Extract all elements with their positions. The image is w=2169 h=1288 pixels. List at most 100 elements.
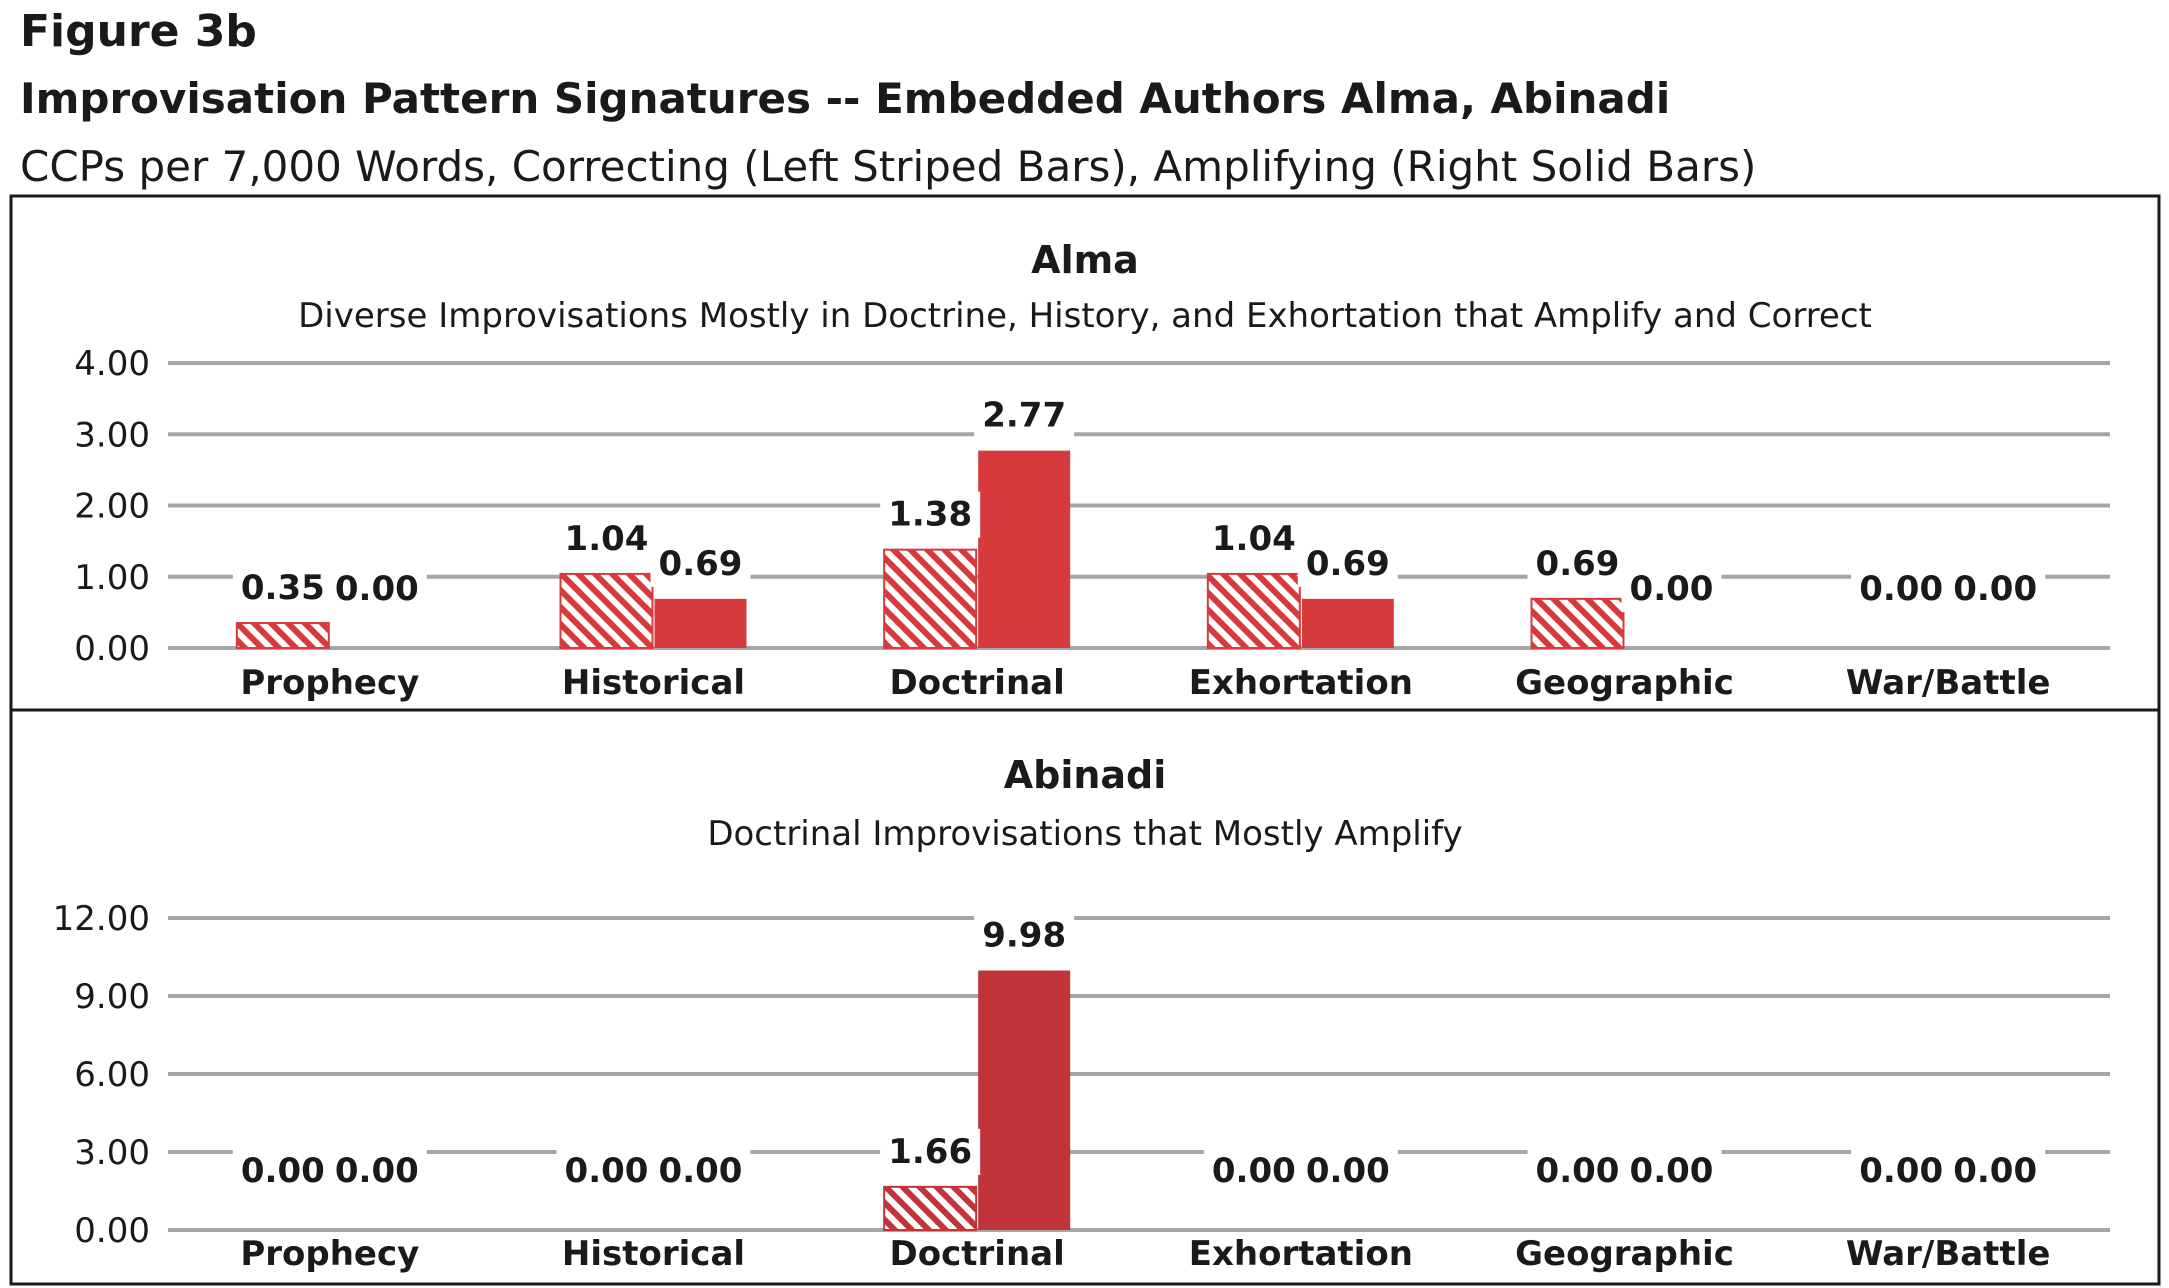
alma-data-label-bg: [1297, 540, 1398, 587]
abinadi-data-label: 0.00: [1630, 1151, 1714, 1191]
alma-correcting-bar: [883, 548, 978, 649]
abinadi-data-label: 0.00: [241, 1151, 325, 1191]
alma-x-tick-label: War/Battle: [1846, 663, 2051, 703]
abinadi-x-tick-label: Historical: [562, 1234, 745, 1274]
abinadi-x-tick-label: War/Battle: [1846, 1234, 2051, 1274]
abinadi-data-label-bg: [880, 1128, 981, 1175]
alma-correcting-bar: [559, 572, 654, 650]
alma-x-tick-label: Exhortation: [1189, 663, 1413, 703]
alma-data-label-bg: [974, 392, 1075, 439]
alma-y-tick-label: 4.00: [74, 344, 150, 384]
alma-data-label: 0.69: [1536, 544, 1620, 584]
alma-data-label: 0.00: [1630, 569, 1714, 609]
abinadi-y-tick-label: 0.00: [74, 1211, 150, 1251]
alma-bars: [235, 450, 1625, 650]
alma-data-label: 1.38: [888, 495, 972, 535]
abinadi-data-label: 0.00: [1859, 1151, 1943, 1191]
alma-data-label: 0.69: [1306, 544, 1390, 584]
abinadi-x-axis: Prophecy Historical Doctrinal Exhortation Ge…: [240, 1234, 2050, 1274]
alma-gridlines: [168, 361, 2110, 650]
alma-data-label-bg: [1621, 566, 1722, 612]
abinadi-data-label: 0.00: [1212, 1151, 1296, 1191]
alma-x-axis: Prophecy Historical Doctrinal Exhortation Ge…: [240, 663, 2050, 703]
abinadi-data-label-bg: [1527, 1148, 1628, 1194]
abinadi-data-label: 1.66: [888, 1132, 972, 1172]
alma-correcting-bar: [1530, 597, 1625, 650]
abinadi-panel: Abinadi Doctrinal Improvisations that Mo…: [9, 708, 2161, 1286]
abinadi-data-label: 0.00: [1306, 1151, 1390, 1191]
alma-data-label-bg: [326, 566, 427, 612]
abinadi-data-label-bg: [974, 912, 1075, 959]
alma-amplifying-bar: [978, 450, 1071, 648]
abinadi-correcting-bar: [883, 1185, 978, 1231]
alma-x-tick-label: Historical: [562, 663, 745, 703]
abinadi-data-label-bg: [556, 1148, 657, 1194]
alma-data-label-bg: [556, 515, 657, 562]
abinadi-data-label-bg: [1621, 1148, 1722, 1194]
alma-amplifying-bar: [654, 598, 747, 648]
alma-y-tick-label: 0.00: [74, 629, 150, 669]
figure-subtitle: CCPs per 7,000 Words, Correcting (Left S…: [20, 142, 1757, 191]
abinadi-data-label: 0.00: [335, 1151, 419, 1191]
alma-data-label-bg: [880, 491, 981, 538]
abinadi-data-label-bg: [232, 1148, 333, 1194]
alma-data-label-bg: [232, 565, 333, 612]
alma-x-tick-label: Doctrinal: [890, 663, 1065, 703]
alma-x-tick-label: Prophecy: [240, 663, 419, 703]
abinadi-x-tick-label: Geographic: [1515, 1234, 1734, 1274]
abinadi-y-tick-label: 3.00: [74, 1133, 150, 1173]
alma-data-label: 1.04: [1212, 519, 1296, 559]
abinadi-y-tick-label: 6.00: [74, 1055, 150, 1095]
alma-data-label-bg: [1527, 540, 1628, 587]
alma-data-label: 0.00: [1953, 569, 2037, 609]
abinadi-x-tick-label: Exhortation: [1189, 1234, 1413, 1274]
figure-label: Figure 3b: [20, 6, 257, 57]
abinadi-y-tick-label: 12.00: [53, 899, 150, 939]
alma-data-label-bg: [1945, 566, 2046, 612]
alma-data-label: 2.77: [982, 396, 1066, 436]
alma-subtitle: Diverse Improvisations Mostly in Doctrin…: [298, 296, 1872, 336]
alma-panel: Alma Diverse Improvisations Mostly in Do…: [9, 194, 2161, 712]
alma-data-label-bg: [650, 540, 751, 587]
abinadi-bars: [883, 970, 1071, 1231]
abinadi-amplifying-bar: [978, 970, 1071, 1230]
abinadi-x-tick-label: Doctrinal: [890, 1234, 1065, 1274]
alma-correcting-bar: [1206, 572, 1301, 650]
abinadi-subtitle: Doctrinal Improvisations that Mostly Amp…: [707, 814, 1462, 854]
abinadi-data-label-bg: [650, 1148, 751, 1194]
abinadi-data-label-bg: [1851, 1148, 1952, 1194]
alma-x-tick-label: Geographic: [1515, 663, 1734, 703]
alma-correcting-bar: [235, 622, 330, 649]
alma-data-label: 0.35: [241, 568, 325, 608]
abinadi-data-label: 0.00: [1536, 1151, 1620, 1191]
figure-title: Improvisation Pattern Signatures -- Embe…: [20, 74, 1671, 123]
alma-data-label: 0.00: [335, 569, 419, 609]
alma-data-labels: 0.35 0.001.040.691.382.771.040.69 0.690.00…: [232, 392, 2046, 612]
alma-y-tick-label: 3.00: [74, 415, 150, 455]
alma-data-label: 1.04: [565, 519, 649, 559]
alma-amplifying-bar: [1301, 598, 1394, 648]
abinadi-data-label-bg: [1203, 1148, 1304, 1194]
abinadi-data-label: 9.98: [982, 916, 1066, 956]
abinadi-frame: [9, 708, 2161, 1286]
alma-title: Alma: [1031, 238, 1139, 282]
abinadi-data-labels: 0.00 0.00 0.00 0.00 1.669.980.00 0.00 0.00 0.00…: [232, 912, 2046, 1194]
abinadi-gridlines: [168, 916, 2110, 1232]
abinadi-data-label: 0.00: [659, 1151, 743, 1191]
abinadi-data-label-bg: [1945, 1148, 2046, 1194]
abinadi-data-label-bg: [1297, 1148, 1398, 1194]
abinadi-x-tick-label: Prophecy: [240, 1234, 419, 1274]
abinadi-data-label: 0.00: [565, 1151, 649, 1191]
abinadi-y-axis: 0.00 3.00 6.00 9.00 12.00: [53, 899, 150, 1251]
abinadi-title: Abinadi: [1004, 753, 1167, 797]
alma-data-label-bg: [1851, 566, 1952, 612]
alma-data-label: 0.00: [1859, 569, 1943, 609]
alma-y-axis: 0.00 1.00 2.00 3.00 4.00: [74, 344, 150, 669]
alma-data-label: 0.69: [659, 544, 743, 584]
abinadi-data-label: 0.00: [1953, 1151, 2037, 1191]
alma-y-tick-label: 2.00: [74, 487, 150, 527]
alma-y-tick-label: 1.00: [74, 558, 150, 598]
abinadi-data-label-bg: [326, 1148, 427, 1194]
abinadi-y-tick-label: 9.00: [74, 977, 150, 1017]
